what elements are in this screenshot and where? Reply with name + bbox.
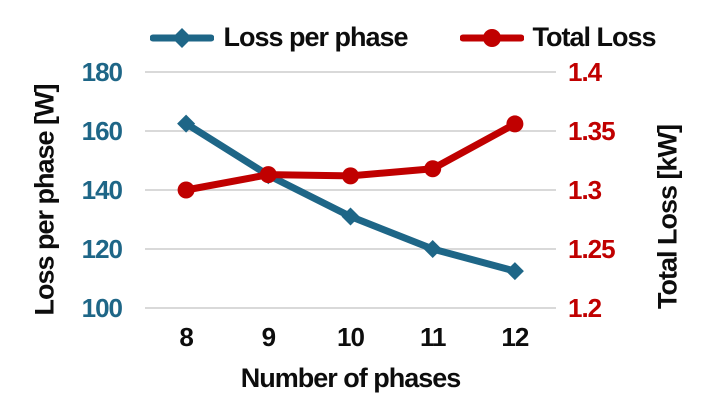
legend-item-total-loss: Total Loss xyxy=(459,22,657,53)
x-axis-title: Number of phases xyxy=(240,363,462,393)
loss-per-phase-line-diamond-icon xyxy=(150,27,215,49)
left-axis-tick-label: 180 xyxy=(81,57,123,87)
left-axis-tick-label: 140 xyxy=(81,175,123,205)
legend-label-total-loss: Total Loss xyxy=(532,22,657,52)
circle-marker xyxy=(259,166,277,184)
circle-marker xyxy=(424,160,442,178)
left-axis-tick-label: 120 xyxy=(81,234,123,264)
circle-marker xyxy=(506,115,524,133)
legend: Loss per phase Total Loss xyxy=(100,22,706,53)
legend-label-loss-per-phase: Loss per phase xyxy=(223,22,408,52)
legend-item-loss-per-phase: Loss per phase xyxy=(150,22,409,53)
left-axis-tick-label: 160 xyxy=(81,116,123,146)
left-axis-tick-labels: 180 160 140 120 100 xyxy=(0,0,123,414)
diamond-marker xyxy=(423,240,442,258)
right-axis-tick-label: 1.25 xyxy=(568,234,616,264)
right-axis-tick-label: 1.3 xyxy=(568,175,602,205)
diamond-marker xyxy=(505,262,524,281)
right-axis-tick-label: 1.2 xyxy=(568,293,602,323)
right-axis-tick-labels: 1.4 1.35 1.3 1.25 1.2 xyxy=(568,0,688,414)
circle-marker xyxy=(177,181,195,199)
right-axis-tick-label: 1.4 xyxy=(568,57,602,87)
diamond-marker xyxy=(341,207,360,226)
total-loss-line-circle-icon xyxy=(459,27,524,49)
right-axis-tick-label: 1.35 xyxy=(568,116,616,146)
diamond-marker xyxy=(177,114,196,133)
left-axis-tick-label: 100 xyxy=(81,293,123,323)
circle-marker xyxy=(342,167,359,185)
